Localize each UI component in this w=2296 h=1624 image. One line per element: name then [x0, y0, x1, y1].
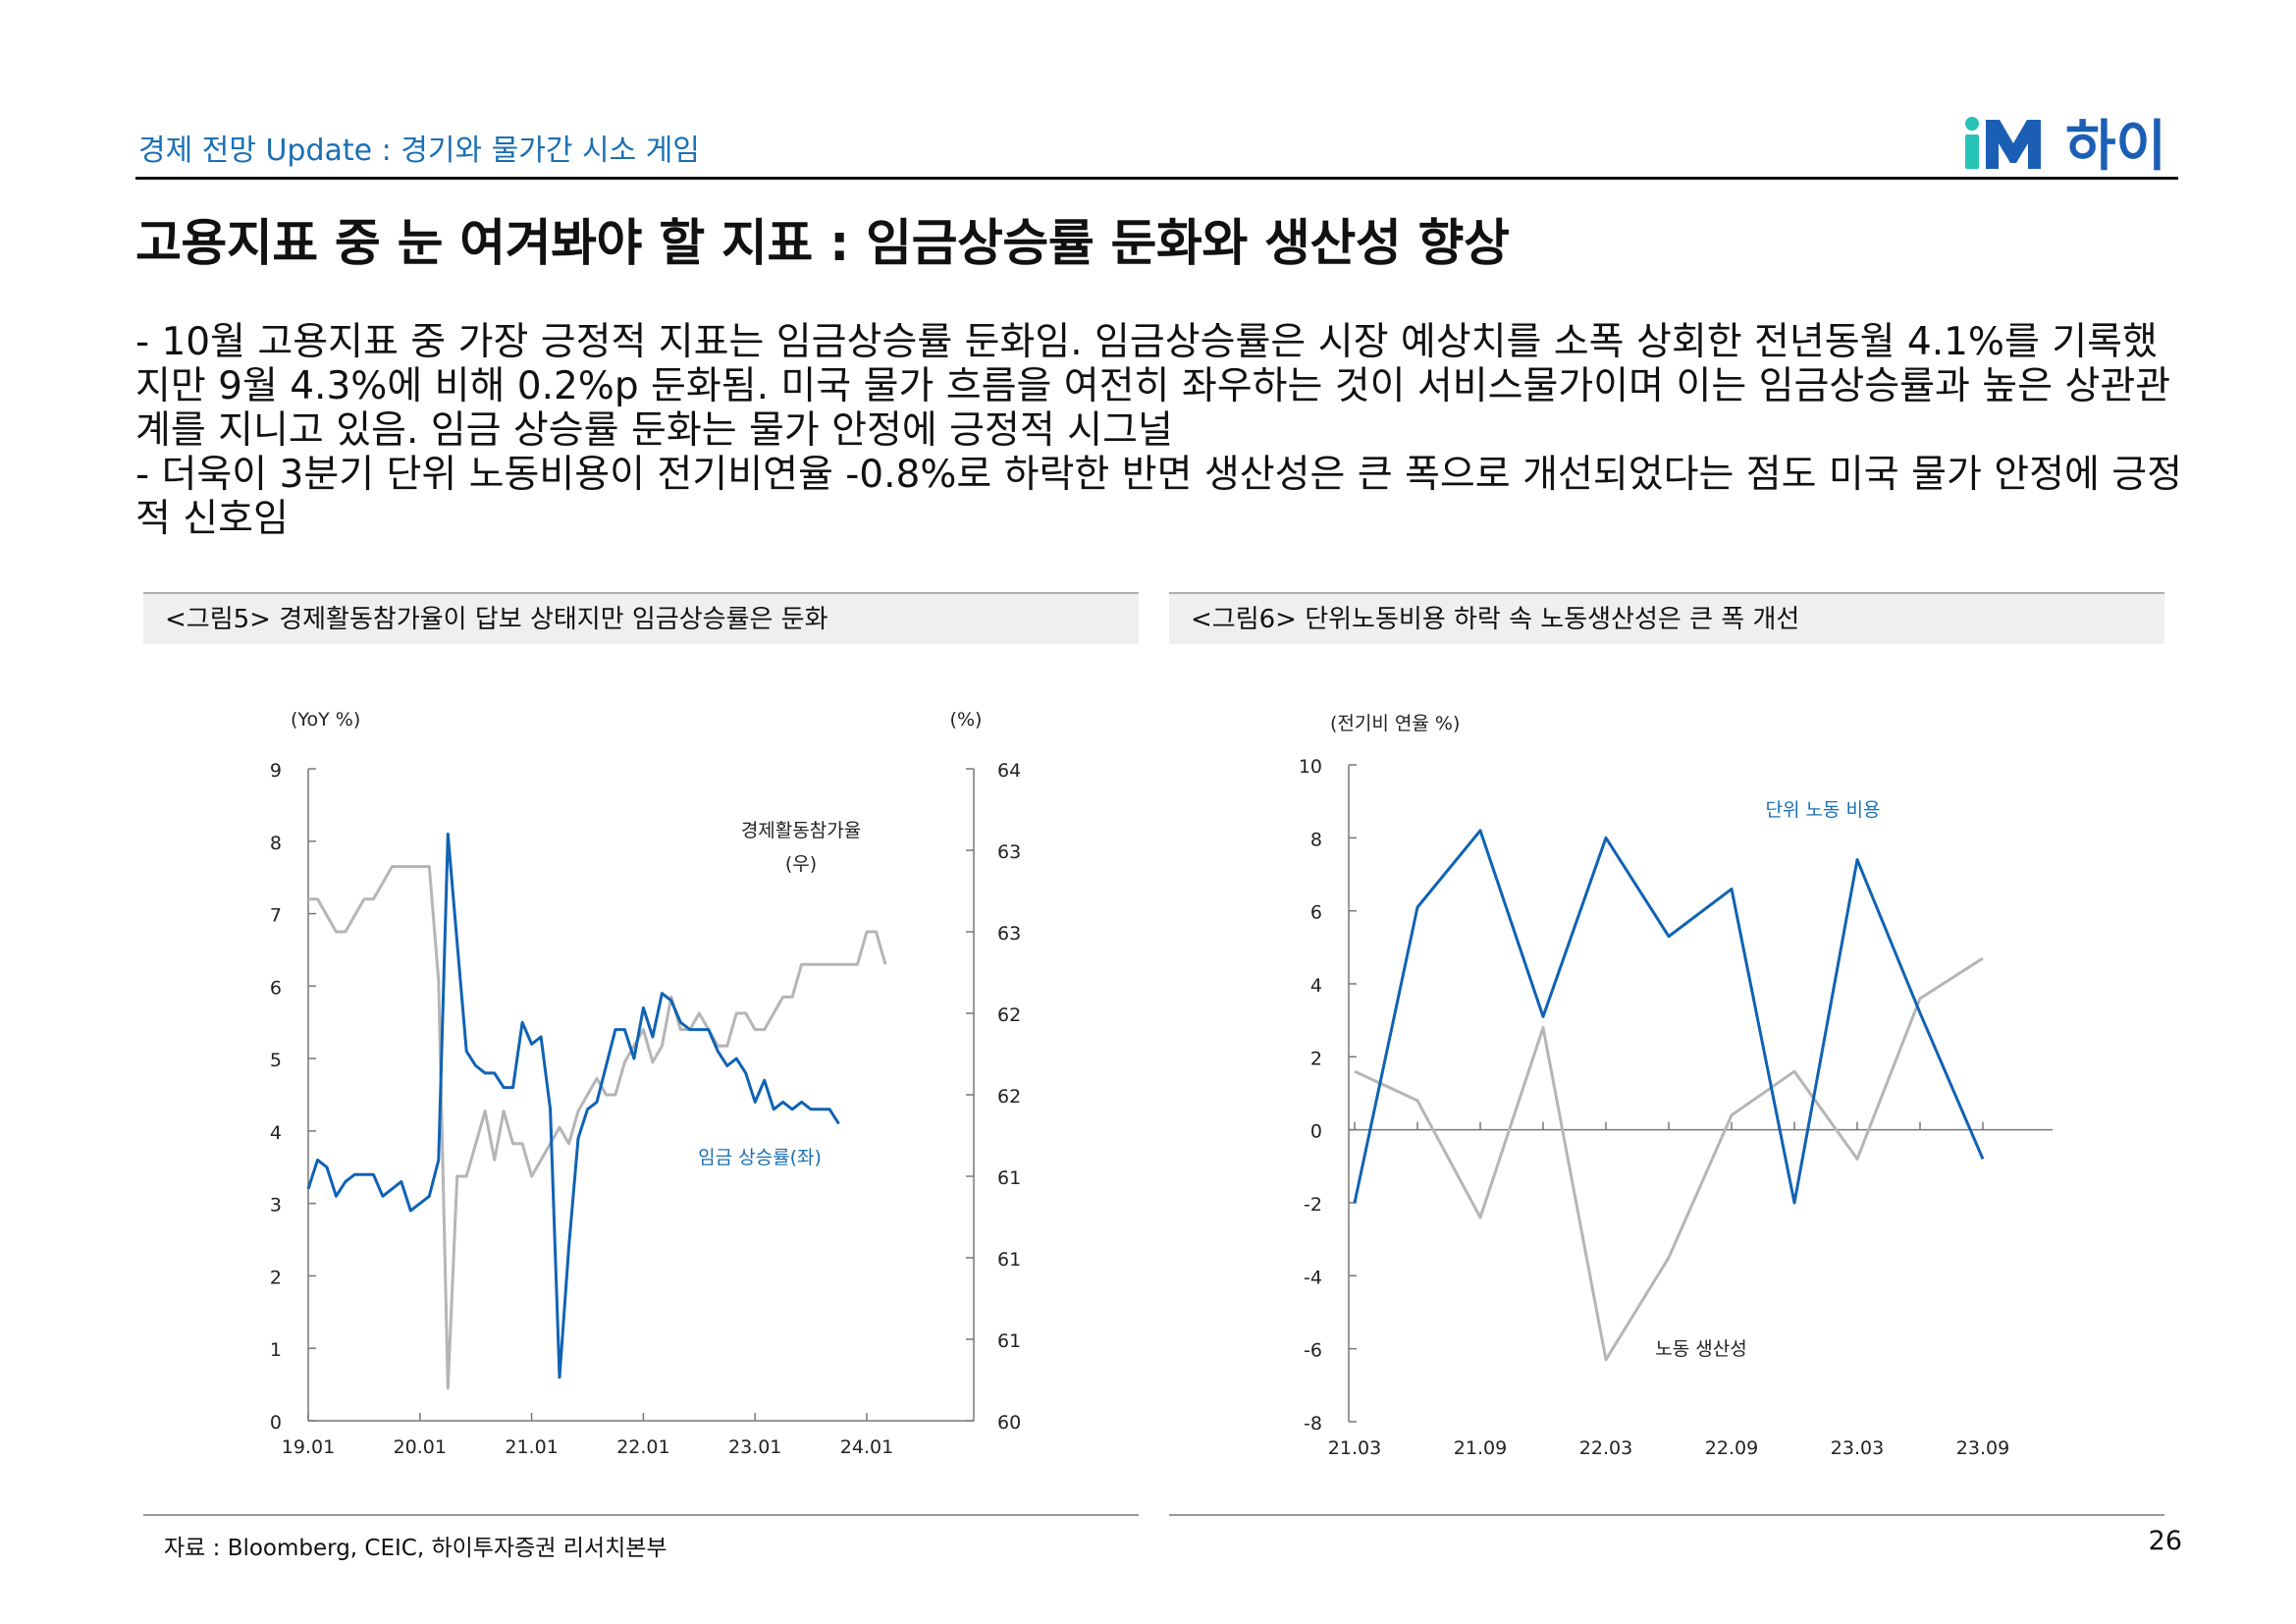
y-left-tick-label: 5	[270, 1050, 282, 1071]
x-tick-label: 22.03	[1579, 1437, 1632, 1459]
y-tick-label: 6	[1310, 902, 1322, 924]
bullet-item: - 더욱이 3분기 단위 노동비용이 전기비연율 -0.8%로 하락한 반면 생…	[135, 453, 2183, 541]
y-left-tick-label: 0	[270, 1412, 282, 1434]
x-tick-label: 23.01	[728, 1436, 781, 1458]
y-left-tick-label: 4	[270, 1122, 282, 1144]
y-right-tick-label: 61	[997, 1167, 1021, 1189]
x-tick-label: 23.09	[1956, 1437, 2009, 1459]
participation-label: (우)	[785, 853, 817, 875]
figure6-chart: 10 8 6 4 2 0 -2 -4 -6 -8 21.03 21.09 22.03 22.09 23.03…	[1299, 713, 2053, 1459]
y-tick-label: -8	[1304, 1413, 1322, 1435]
y-tick-label: -2	[1304, 1194, 1322, 1216]
y-tick-label: 2	[1310, 1048, 1322, 1069]
page-title: 고용지표 중 눈 여겨봐야 할 지표 : 임금상승률 둔화와 생산성 향상	[135, 215, 1510, 273]
unit-labor-cost-label: 단위 노동 비용	[1766, 799, 1881, 821]
y-left-tick-label: 2	[270, 1267, 282, 1288]
y-axis-label: (전기비 연율 %)	[1330, 713, 1460, 734]
bullet-list: - 10월 고용지표 중 가장 긍정적 지표는 임금상승률 둔화임. 임금상승률…	[135, 320, 2187, 541]
y-tick-label: -6	[1304, 1340, 1322, 1362]
participation-label: 경제활동참가율	[741, 820, 861, 841]
productivity-label: 노동 생산성	[1655, 1338, 1746, 1360]
y-left-tick-label: 8	[270, 833, 282, 854]
y-tick-label: 8	[1310, 829, 1322, 850]
x-tick-label: 22.01	[616, 1436, 669, 1458]
y-tick-label: 4	[1310, 975, 1322, 997]
y-left-tick-label: 7	[270, 905, 282, 927]
figure5-caption: <그림5> 경제활동참가율이 답보 상태지만 임금상승률은 둔화	[143, 592, 1139, 644]
left-axis-label: (YoY %)	[291, 709, 360, 731]
source-note: 자료 : Bloomberg, CEIC, 하이투자증권 리서치본부	[164, 1536, 667, 1561]
bullet-item: - 10월 고용지표 중 가장 긍정적 지표는 임금상승률 둔화임. 임금상승률…	[135, 320, 2171, 453]
y-left-tick-label: 1	[270, 1339, 282, 1361]
y-left-tick-label: 6	[270, 977, 282, 999]
figure6-caption: <그림6> 단위노동비용 하락 속 노동생산성은 큰 폭 개선	[1169, 592, 2164, 644]
company-logo: 하이	[1962, 102, 2166, 179]
x-tick-label: 19.01	[282, 1436, 335, 1458]
page-number: 26	[2148, 1526, 2182, 1556]
y-tick-label: 10	[1299, 756, 1322, 778]
y-right-tick-label: 63	[997, 841, 1021, 863]
y-left-tick-label: 3	[270, 1195, 282, 1217]
y-right-tick-label: 62	[997, 1004, 1021, 1026]
figure5-chart: 0 1 2 3 4 5 6 7 8 9 60 61 61 61 62 62 63 63 64 19.01 20.01 21…	[270, 709, 1021, 1458]
productivity-line	[1354, 956, 1984, 1362]
y-right-tick-label: 61	[997, 1249, 1021, 1271]
y-left-tick-label: 9	[270, 760, 282, 782]
x-tick-label: 20.01	[394, 1436, 447, 1458]
x-tick-label: 23.03	[1831, 1437, 1884, 1459]
wage-growth-line	[306, 832, 840, 1380]
y-tick-label: 0	[1310, 1121, 1322, 1143]
header-divider	[135, 177, 2178, 180]
unit-labor-cost-line	[1353, 829, 1985, 1205]
y-right-tick-label: 64	[997, 760, 1021, 782]
wage-label: 임금 상승률(좌)	[698, 1147, 822, 1168]
y-tick-label: -4	[1304, 1267, 1322, 1288]
x-tick-label: 24.01	[840, 1436, 893, 1458]
im-logo-icon	[1964, 116, 2041, 169]
logo-text: 하이	[2064, 115, 2166, 179]
right-axis-label: (%)	[950, 709, 983, 731]
y-right-tick-label: 60	[997, 1412, 1021, 1434]
participation-rate-line	[308, 865, 887, 1390]
y-right-tick-label: 61	[997, 1330, 1021, 1352]
x-tick-label: 21.09	[1454, 1437, 1507, 1459]
y-right-tick-label: 63	[997, 923, 1021, 945]
footer-rule-left	[143, 1514, 1139, 1516]
report-subtitle: 경제 전망 Update : 경기와 물가간 시소 게임	[138, 134, 700, 168]
x-tick-label: 22.09	[1705, 1437, 1758, 1459]
x-tick-label: 21.03	[1328, 1437, 1381, 1459]
x-tick-label: 21.01	[505, 1436, 558, 1458]
y-right-tick-label: 62	[997, 1086, 1021, 1108]
footer-rule-right	[1169, 1514, 2164, 1516]
